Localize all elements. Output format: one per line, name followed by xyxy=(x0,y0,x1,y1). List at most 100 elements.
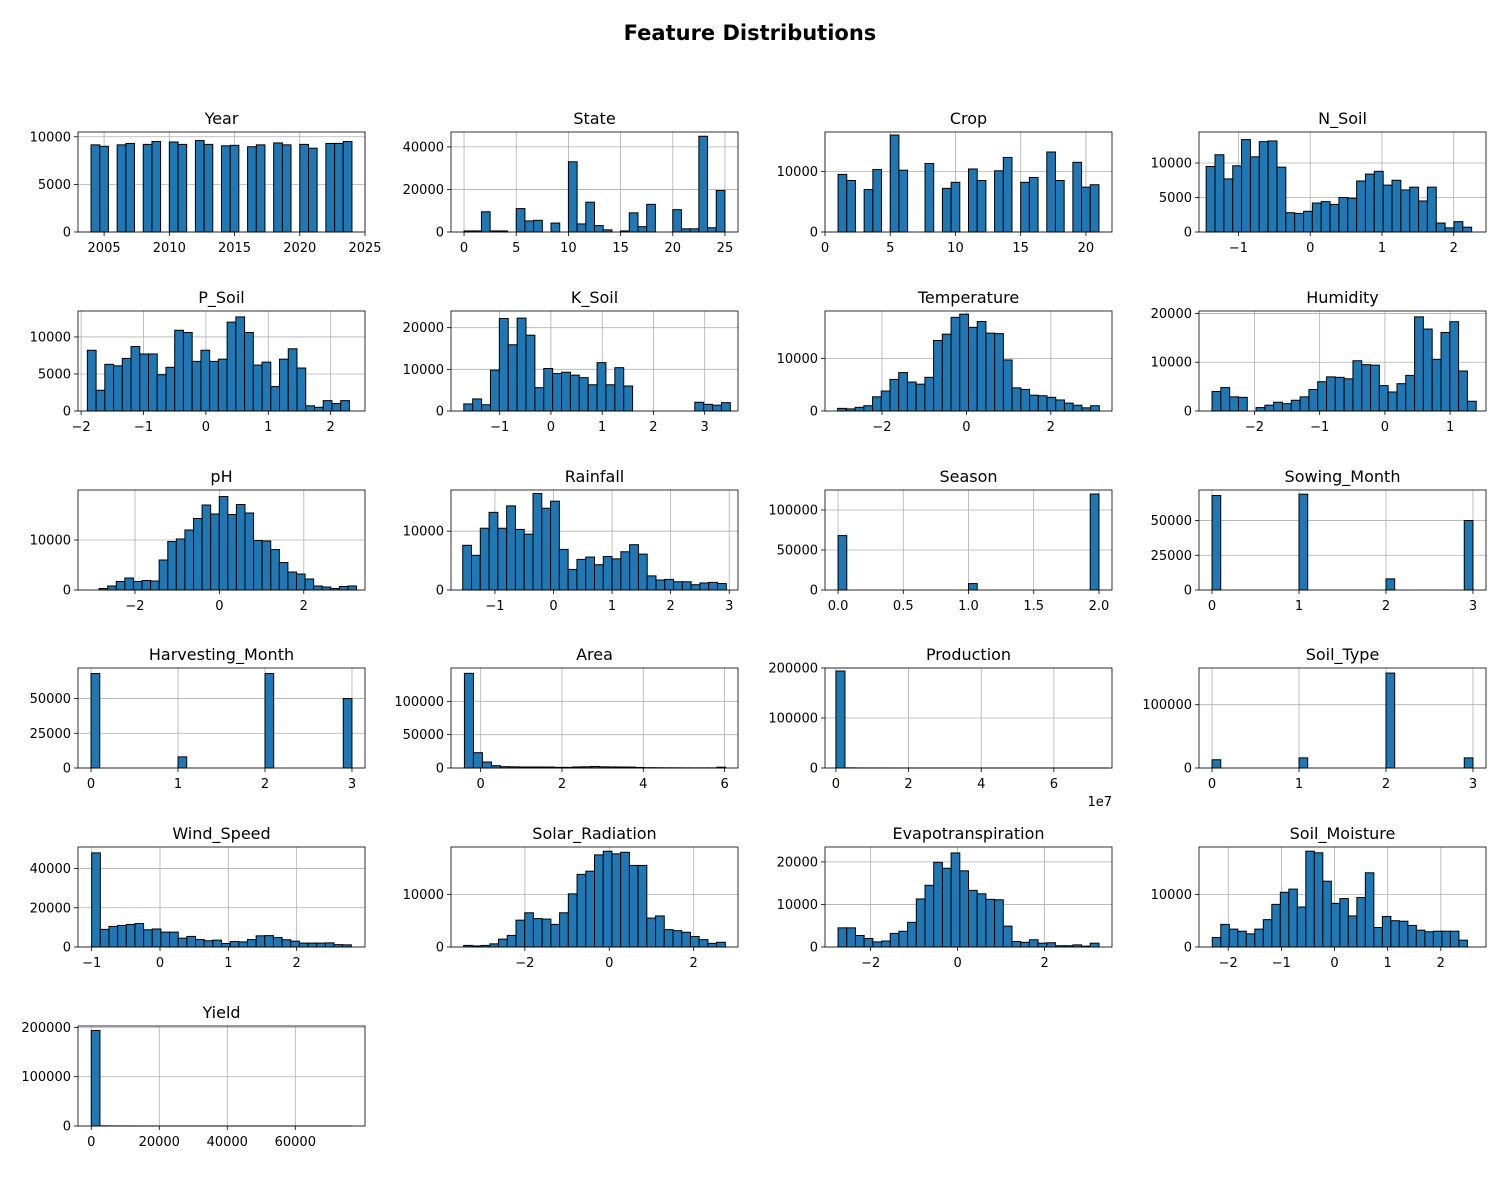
histogram-bar xyxy=(322,400,333,412)
x-tick-label: 15 xyxy=(612,241,629,256)
histogram-bar xyxy=(941,867,952,948)
histogram-bar xyxy=(1002,925,1013,948)
histogram-bar xyxy=(462,544,473,591)
histogram-panel-area: 0 2 4 6 0 50000 100000 Area xyxy=(394,645,739,792)
x-tick-label: 15 xyxy=(1012,241,1029,256)
y-tick-label: 20000 xyxy=(1151,307,1192,322)
histogram-bar xyxy=(933,861,943,948)
y-tick-label: 0 xyxy=(810,762,818,777)
histogram-bar xyxy=(1313,852,1324,948)
histogram-bar xyxy=(994,899,1004,948)
histogram-bar xyxy=(585,870,595,948)
histogram-bar xyxy=(594,564,604,591)
histogram-bar xyxy=(244,331,254,412)
histogram-bar xyxy=(872,941,883,948)
histogram-bar xyxy=(889,932,900,948)
histogram-bar xyxy=(229,144,240,233)
histogram-panel-soil-type: 0 1 2 3 0 100000 Soil_Type xyxy=(1142,645,1487,792)
histogram-bar xyxy=(629,544,639,591)
histogram-bar xyxy=(959,870,970,948)
histogram-bar xyxy=(985,332,996,412)
histogram-bar xyxy=(287,348,298,412)
panel-title: K_Soil xyxy=(571,288,618,308)
histogram-bar xyxy=(121,357,132,412)
x-offset-label: 1e7 xyxy=(1087,795,1112,810)
y-tick-label: 0 xyxy=(810,941,818,956)
histogram-bar xyxy=(142,143,153,233)
histogram-bar xyxy=(524,912,534,948)
histogram-bar xyxy=(950,316,961,412)
histogram-bar xyxy=(515,208,526,233)
histogram-bar xyxy=(252,364,263,412)
y-tick-label: 0 xyxy=(436,762,444,777)
y-tick-label: 200000 xyxy=(21,1021,71,1036)
histogram-bar xyxy=(506,505,516,591)
panel-title: State xyxy=(573,109,615,128)
histogram-bar xyxy=(117,924,127,948)
axes-frame xyxy=(824,131,1113,233)
histogram-bar xyxy=(1361,364,1372,412)
histogram-bar xyxy=(203,143,214,233)
histogram-bar xyxy=(1281,403,1292,412)
x-tick-label: 5 xyxy=(512,241,520,256)
x-tick-label: 4 xyxy=(639,777,647,792)
histogram-bar xyxy=(1381,915,1392,948)
x-tick-label: 1 xyxy=(1384,956,1392,971)
histogram-bar xyxy=(191,360,202,412)
histogram-bar xyxy=(543,368,554,412)
histogram-bar xyxy=(1081,186,1091,233)
histogram-bar xyxy=(681,931,691,948)
histogram-bar xyxy=(488,511,499,591)
histogram-bar xyxy=(227,514,237,591)
histogram-bar xyxy=(541,918,552,948)
y-tick-label: 0 xyxy=(63,762,71,777)
x-tick-label: 2005 xyxy=(88,241,121,256)
y-tick-label: 0 xyxy=(436,405,444,420)
axes-frame xyxy=(824,310,1113,412)
histogram-bar xyxy=(481,404,491,412)
histogram-bar xyxy=(837,173,848,233)
histogram-bar xyxy=(1267,140,1278,233)
histogram-bar xyxy=(218,496,229,591)
histogram-panel-solar-radiation: −2 0 2 0 10000 Solar_Radiation xyxy=(403,824,739,971)
histogram-panel-p-soil: −2 −1 0 1 2 0 5000 10000 P_Soil xyxy=(30,288,366,435)
histogram-bar xyxy=(338,586,349,591)
histogram-bar xyxy=(299,143,310,233)
panel-title: Wind_Speed xyxy=(172,824,270,844)
histogram-bar xyxy=(872,169,883,233)
histogram-bar xyxy=(158,559,169,591)
histogram-bar xyxy=(116,144,127,233)
histogram-bar xyxy=(290,940,300,948)
histogram-bar xyxy=(1264,404,1275,412)
x-tick-label: 1 xyxy=(1295,599,1303,614)
y-tick-label: 5000 xyxy=(1159,191,1192,206)
histogram-bar xyxy=(498,318,509,412)
histogram-bar xyxy=(1382,184,1393,233)
histogram-bar xyxy=(1463,757,1474,769)
axes-frame xyxy=(450,667,739,769)
histogram-bar xyxy=(637,553,648,591)
y-tick-label: 10000 xyxy=(777,352,818,367)
histogram-bar xyxy=(941,187,952,233)
histogram-panel-rainfall: −1 0 1 2 3 0 10000 Rainfall xyxy=(403,467,739,614)
histogram-bar xyxy=(1262,919,1273,948)
histogram-bar xyxy=(1398,920,1409,948)
histogram-bar xyxy=(1011,940,1022,948)
x-tick-label: 2 xyxy=(327,420,335,435)
histogram-bar xyxy=(941,333,952,412)
histogram-bar xyxy=(1364,173,1375,233)
axes-frame xyxy=(77,310,366,412)
x-tick-label: 2 xyxy=(261,777,269,792)
panel-title: Temperature xyxy=(917,288,1019,307)
histogram-bar xyxy=(489,943,500,948)
x-tick-label: 60000 xyxy=(275,1135,316,1150)
histogram-bar xyxy=(1081,407,1092,412)
axes-frame xyxy=(1198,667,1487,769)
histogram-bar xyxy=(261,540,272,591)
y-tick-label: 10000 xyxy=(30,534,71,549)
histogram-bar xyxy=(1211,390,1222,412)
x-tick-label: −1 xyxy=(1272,956,1291,971)
histogram-bar xyxy=(281,939,292,948)
x-tick-label: 0 xyxy=(821,241,829,256)
histogram-bar xyxy=(708,581,719,591)
